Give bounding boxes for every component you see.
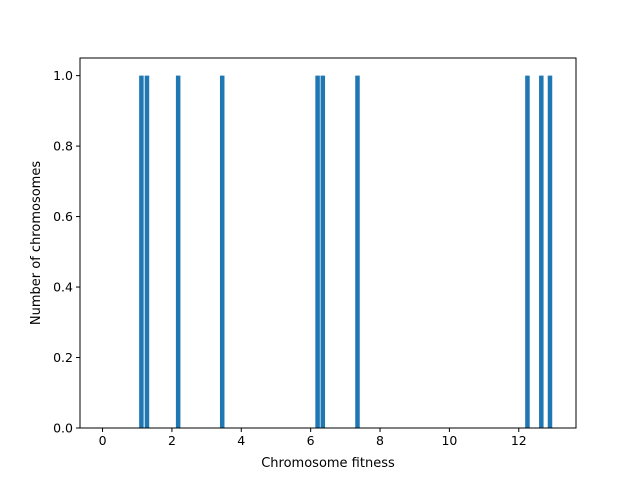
bar [320,75,326,429]
x-tick-label: 12 [511,433,527,448]
bar [139,75,144,429]
y-tick-label: 0.4 [53,280,73,295]
y-axis-label: Number of chromosomes [29,161,44,325]
bar [315,75,320,429]
x-ticks-group: 0 2 4 6 8 10 12 [99,428,527,448]
x-axis-label: Chromosome fitness [261,456,395,471]
x-tick-label: 8 [376,433,384,448]
bar [547,75,553,429]
x-tick-label: 0 [99,433,107,448]
bar [175,75,181,429]
plot-frame [79,57,577,429]
y-tick-label: 0.2 [53,350,73,365]
bar [539,75,544,429]
x-tick-label: 2 [168,433,176,448]
y-tick-label: 0.0 [53,421,73,436]
bar [525,75,530,429]
y-tick-label: 0.6 [53,209,73,224]
x-tick-label: 6 [307,433,315,448]
bar [355,75,360,429]
x-tick-label: 4 [237,433,245,448]
x-tick-label: 10 [441,433,457,448]
bar [219,75,225,429]
y-tick-label: 1.0 [53,68,73,83]
bar [144,75,150,429]
y-tick-label: 0.8 [53,139,73,154]
y-ticks-group: 0.0 0.2 0.4 0.6 0.8 1.0 [53,68,80,436]
bars-group [139,75,553,429]
